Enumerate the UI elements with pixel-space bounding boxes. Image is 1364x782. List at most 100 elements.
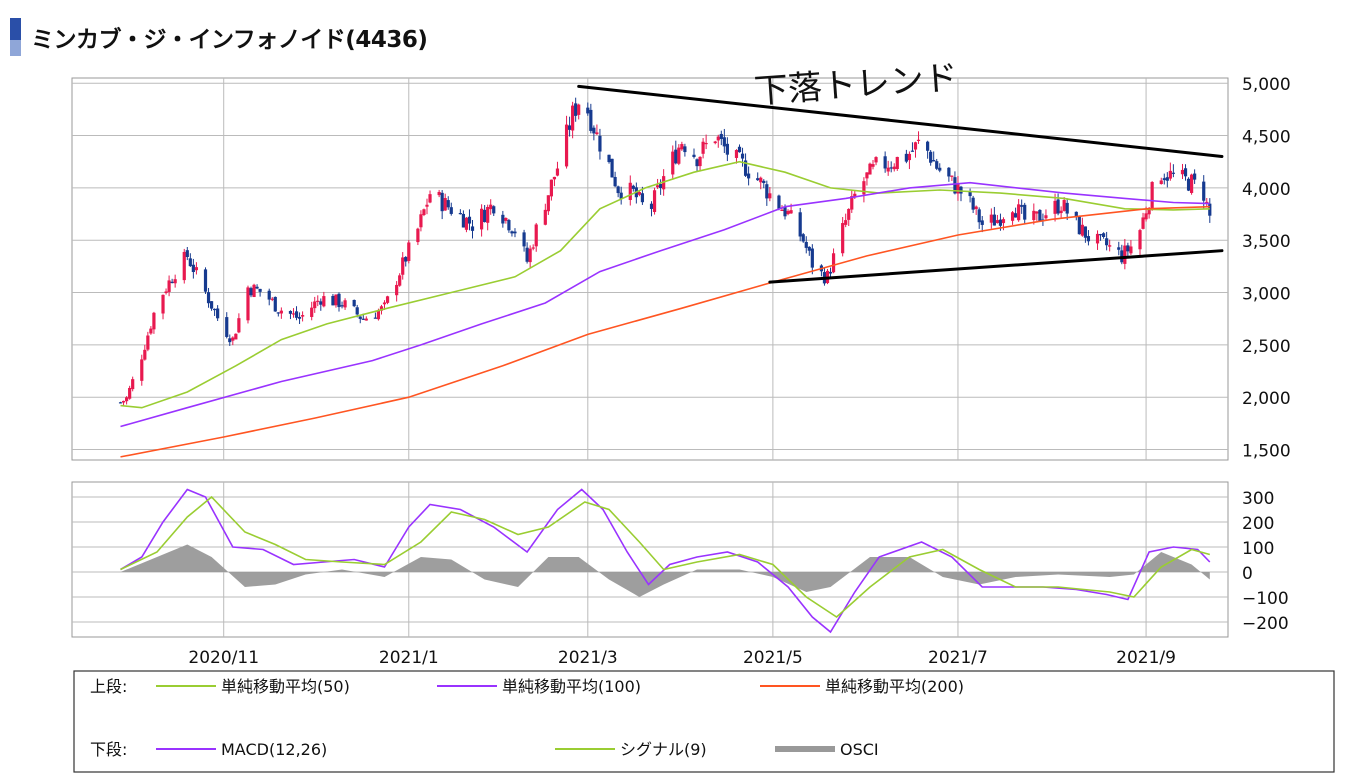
candlestick (446, 196, 450, 210)
candlestick (140, 354, 144, 386)
candlestick (194, 262, 198, 275)
legend-lower-label: 下段: (90, 740, 127, 759)
candle-body (343, 300, 347, 308)
candle-body (322, 296, 326, 307)
candle-body (364, 318, 368, 321)
candle-body (810, 248, 814, 268)
signal-line (120, 495, 1211, 619)
candlestick (534, 222, 538, 252)
candlestick (916, 131, 921, 144)
candle-body (461, 213, 466, 228)
candlestick (759, 176, 763, 190)
candle-body (513, 231, 517, 234)
y-tick-label: 3,500 (1242, 232, 1291, 252)
candle-body (725, 143, 729, 155)
candle-body (704, 142, 708, 145)
candle-body (467, 216, 472, 224)
candlestick (228, 334, 232, 346)
candlestick (1098, 233, 1103, 241)
candle-body (1080, 224, 1084, 236)
candle-body (1095, 233, 1100, 244)
candle-body (131, 379, 135, 390)
candle-body (831, 253, 836, 273)
candle-body (947, 167, 951, 177)
candle-body (929, 151, 933, 163)
legend-box (73, 670, 1335, 773)
candle-body (534, 224, 538, 247)
candle-body (140, 359, 144, 381)
candle-body (886, 167, 890, 172)
candlestick (340, 301, 344, 309)
candle-body (992, 214, 996, 226)
candle-body (149, 328, 153, 334)
candle-body (935, 161, 939, 169)
candle-body (270, 298, 274, 300)
candle-body (1141, 217, 1145, 229)
candlestick (889, 161, 893, 173)
candlestick (926, 140, 930, 159)
candle-body (437, 191, 441, 196)
candlestick (910, 142, 915, 152)
candlestick (461, 210, 466, 228)
candle-body (780, 209, 784, 212)
candle-body (1056, 199, 1060, 214)
candle-body (449, 207, 453, 214)
candlestick (273, 296, 277, 312)
candle-body (1105, 238, 1109, 246)
candlestick (1010, 210, 1015, 225)
candlestick (1208, 198, 1212, 223)
candle-body (173, 279, 177, 284)
candlestick (974, 205, 978, 215)
candlestick (385, 295, 390, 305)
candle-body (170, 281, 174, 283)
candle-body (194, 267, 198, 271)
candle-body (428, 194, 432, 203)
candle-body (546, 195, 550, 212)
candle-body (203, 269, 208, 292)
candle-body (167, 280, 171, 292)
candle-body (853, 193, 857, 198)
candlestick (947, 167, 951, 182)
candlestick (543, 203, 547, 226)
candle-body (907, 153, 912, 161)
candlestick (971, 195, 975, 214)
candle-body (267, 290, 271, 300)
candle-body (249, 288, 253, 296)
candlestick (416, 227, 420, 246)
candle-body (255, 286, 259, 289)
candlestick (1162, 173, 1166, 185)
candle-body (331, 295, 335, 306)
candle-body (765, 184, 769, 199)
candlestick (762, 179, 766, 189)
candlestick (352, 299, 356, 308)
candle-body (567, 125, 572, 130)
candle-body (680, 144, 684, 150)
candlestick (768, 187, 772, 202)
candlestick (677, 144, 681, 166)
candlestick (234, 333, 238, 340)
candle-body (206, 292, 211, 304)
moving-average-line-3 (120, 205, 1210, 458)
moving-average-line-1 (120, 160, 1210, 409)
candlestick (188, 253, 192, 267)
candlestick (489, 199, 493, 215)
candle-body (722, 137, 726, 147)
candle-body (968, 191, 972, 197)
y-tick-label: 1,500 (1242, 442, 1291, 462)
candlestick (619, 186, 623, 205)
candlestick (680, 141, 684, 151)
candlestick (652, 187, 657, 215)
candle-body (531, 247, 535, 249)
candlestick (1129, 240, 1133, 256)
candle-body (974, 206, 978, 210)
candlestick (765, 180, 769, 206)
candlestick (701, 138, 705, 159)
candle-body (995, 220, 1000, 224)
candle-body (555, 168, 560, 176)
candlestick (513, 228, 517, 238)
candle-body (294, 311, 299, 318)
candle-body (422, 209, 426, 215)
candlestick (213, 308, 217, 316)
candlestick (246, 285, 250, 324)
candlestick (1165, 172, 1169, 188)
